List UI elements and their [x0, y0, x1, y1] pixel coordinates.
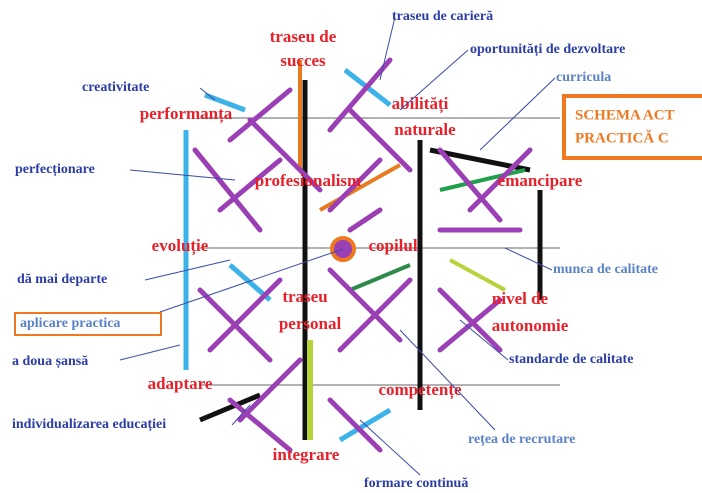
leader — [130, 170, 235, 180]
leader — [360, 420, 420, 475]
node-label: nivel de — [492, 289, 549, 308]
leader — [380, 17, 395, 80]
node-label: integrare — [273, 445, 340, 464]
node-label: performanța — [140, 104, 233, 124]
node-label: autonomie — [492, 316, 569, 335]
header-frame — [564, 96, 702, 158]
node-label: evoluție — [152, 236, 209, 256]
node-label: profesionalism — [255, 171, 361, 190]
header-line: PRACTICĂ C — [575, 129, 669, 146]
annotation: munca de calitate — [553, 262, 658, 277]
node-label: traseu — [282, 287, 327, 306]
annotation: dă mai departe — [17, 272, 107, 287]
node-label: adaptare — [148, 374, 213, 393]
annotation: standarde de calitate — [509, 352, 633, 367]
leader — [480, 78, 555, 150]
leader — [505, 248, 552, 270]
annotation: perfecționare — [15, 162, 95, 177]
node-label: abilități — [392, 94, 449, 114]
node-label: personal — [279, 314, 342, 333]
annotation: a doua șansă — [12, 354, 88, 369]
annotation: formare continuă — [364, 476, 468, 491]
header-box: SCHEMA ACT PRACTICĂ C — [564, 96, 702, 158]
annotation: rețea de recrutare — [468, 432, 575, 447]
annotation: traseu de carieră — [392, 9, 493, 24]
annotation: oportunități de dezvoltare — [470, 42, 625, 57]
annotation: aplicare practica — [20, 316, 120, 331]
diagram: SCHEMA ACT PRACTICĂ C traseu de succes p… — [0, 0, 702, 493]
annotation: creativitate — [82, 80, 149, 95]
annotation: curricula — [556, 70, 611, 85]
node-label: competențe — [378, 380, 462, 400]
leader — [120, 345, 180, 360]
node-label: succes — [280, 51, 326, 70]
node-label: emancipare — [498, 171, 583, 190]
node-label: traseu de — [270, 27, 337, 46]
header-line: SCHEMA ACT — [575, 107, 675, 123]
annotation: individualizarea educației — [12, 417, 166, 432]
node-label: copilul — [368, 236, 417, 255]
node-label: naturale — [394, 120, 456, 139]
